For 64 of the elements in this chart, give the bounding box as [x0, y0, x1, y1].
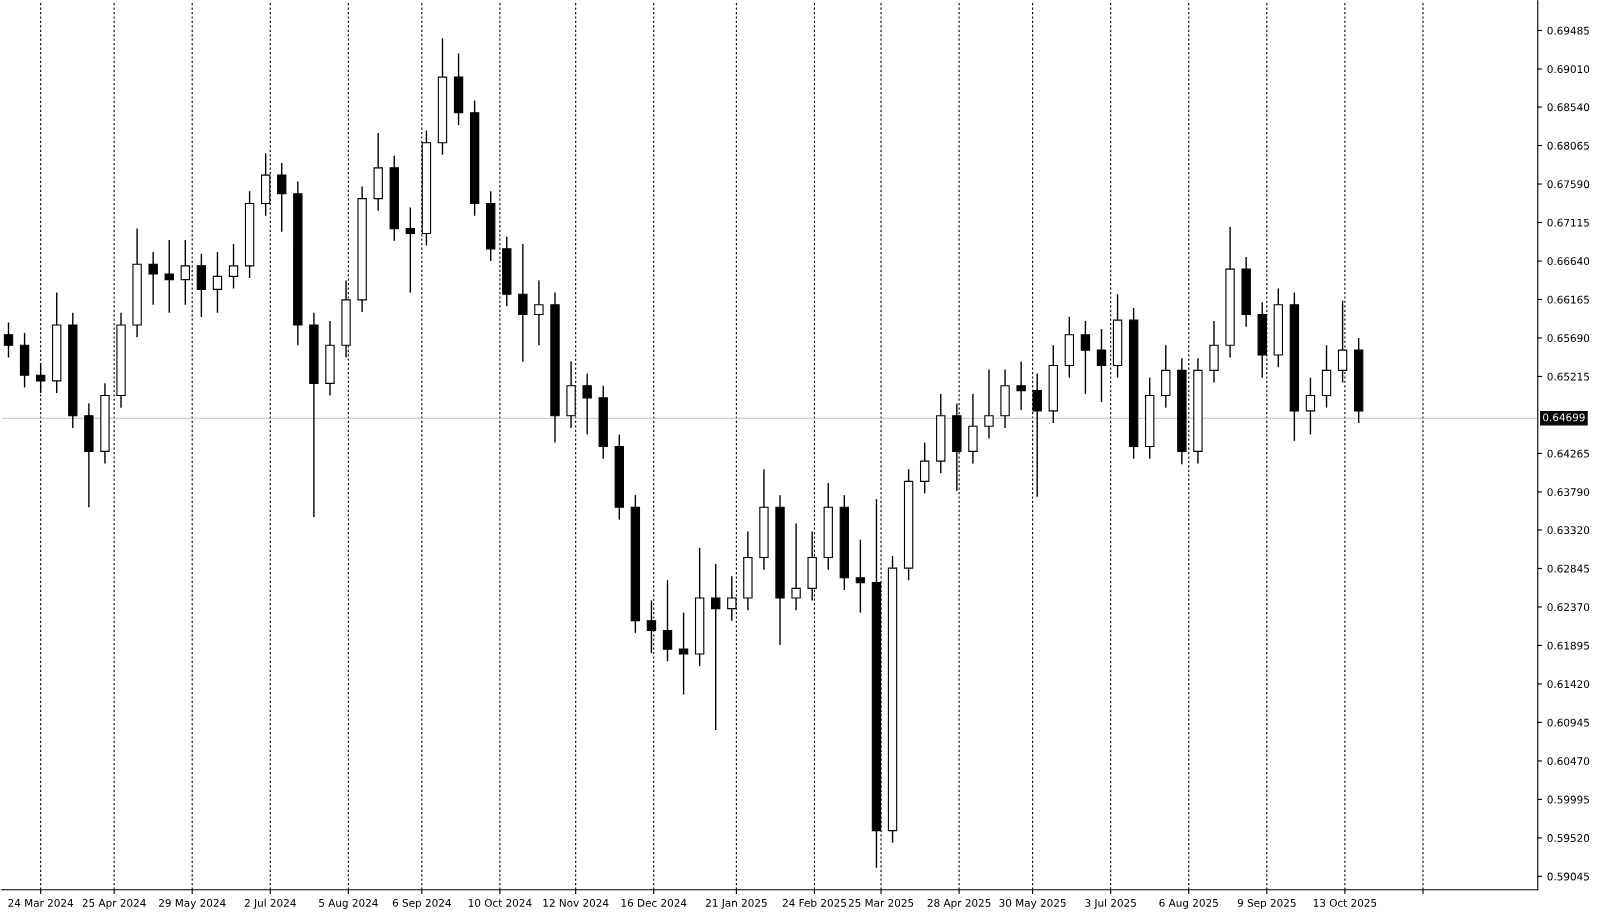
candlestick: [196, 253, 207, 318]
x-tick-label: 21 Jan 2025: [705, 898, 767, 909]
y-tick-label: 0.62845: [1547, 564, 1589, 573]
y-tick-label: 0.60470: [1547, 757, 1590, 766]
y-tick-label: 0.59520: [1547, 834, 1590, 842]
x-tick-label: 10 Oct 2024: [468, 898, 532, 907]
candlestick: [855, 539, 866, 614]
y-tick-label: 0.67115: [1547, 218, 1589, 227]
x-tick-label: 16 Dec 2024: [621, 898, 687, 907]
x-tick-label: 24 Feb 2025: [782, 898, 846, 907]
candlestick: [582, 372, 592, 436]
candlestick: [1016, 360, 1026, 411]
x-tick-label: 29 May 2024: [159, 898, 226, 909]
candlestick: [212, 251, 223, 314]
x-tick-label: 3 Jul 2025: [1085, 898, 1136, 909]
y-tick-label: 0.61895: [1547, 641, 1589, 650]
x-tick-label: 25 Apr 2024: [82, 898, 146, 909]
y-tick-label: 0.67590: [1547, 180, 1590, 189]
candlestick: [1096, 328, 1107, 403]
candlestick: [405, 206, 416, 294]
x-tick-label: 30 May 2025: [999, 898, 1066, 909]
x-tick-label: 2 Jul 2024: [244, 898, 296, 909]
y-tick-label: 0.60945: [1547, 718, 1589, 727]
candlestick: [711, 563, 721, 731]
y-tick-label: 0.69485: [1547, 26, 1589, 35]
y-tick-label: 0.69010: [1547, 65, 1590, 74]
candlestick: [678, 611, 689, 696]
y-tick-label: 0.65690: [1547, 334, 1590, 343]
y-tick-label: 0.66165: [1547, 295, 1589, 304]
x-tick-label: 9 Sep 2025: [1237, 898, 1296, 909]
candlestick: [228, 243, 239, 290]
candlestick: [791, 522, 801, 611]
candlestick: [164, 239, 174, 314]
y-tick-label: 0.61420: [1547, 680, 1590, 689]
x-tick-label: 6 Sep 2024: [392, 898, 451, 909]
y-tick-label: 0.63790: [1547, 488, 1590, 497]
x-tick-label: 28 Apr 2025: [927, 898, 991, 909]
candlestick: [662, 579, 673, 662]
y-tick-label: 0.59045: [1547, 872, 1589, 881]
y-tick-label: 0.68065: [1547, 141, 1589, 150]
candlestick: [180, 239, 191, 306]
x-tick-label: 24 Mar 2024: [8, 898, 74, 907]
y-tick-label: 0.66640: [1547, 257, 1590, 266]
x-tick-label: 25 Mar 2025: [848, 898, 914, 907]
x-tick-label: 5 Aug 2024: [319, 898, 378, 909]
y-tick-label: 0.59995: [1547, 795, 1589, 804]
candlestick: [148, 251, 158, 306]
x-tick-label: 6 Aug 2025: [1159, 898, 1218, 909]
candlestick: [518, 243, 528, 363]
candlestick: [984, 368, 994, 440]
x-tick-label: 13 Oct 2025: [1313, 898, 1377, 907]
y-tick-label: 0.68540: [1547, 103, 1590, 112]
y-tick-label: 0.62370: [1547, 603, 1590, 612]
ref-line-label: 0.64699: [1543, 413, 1585, 422]
candlestick: [277, 162, 287, 233]
y-tick-label: 0.64265: [1547, 449, 1589, 458]
candlestick: [1080, 320, 1091, 395]
candlestick: [919, 441, 930, 495]
candlestick: [3, 321, 14, 359]
y-tick-label: 0.65215: [1547, 372, 1589, 381]
y-tick-label: 0.63320: [1547, 526, 1590, 535]
candlestick: [534, 279, 544, 346]
candlestick: [1305, 376, 1316, 436]
x-tick-label: 12 Nov 2024: [543, 898, 609, 907]
